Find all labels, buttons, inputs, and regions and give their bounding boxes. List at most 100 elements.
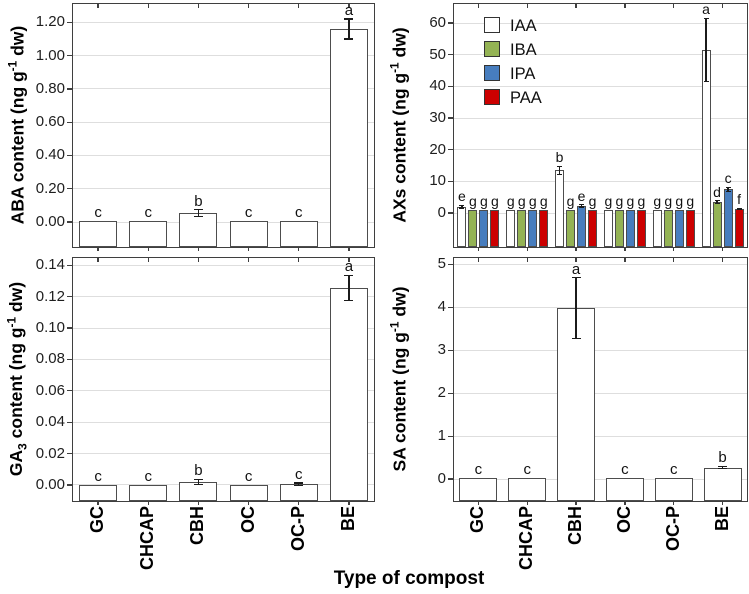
category-tick xyxy=(97,501,99,505)
y-tick-label: 20 xyxy=(429,140,446,158)
error-bar-cap xyxy=(736,207,742,209)
aba-panel: 0.00 0.20 0.40 0.60 0.80 1.00 1.20 c c b c c a xyxy=(36,1,375,251)
y-axis-tick xyxy=(448,349,454,351)
category-tick xyxy=(624,258,626,262)
y-axis-tick xyxy=(448,117,454,119)
significance-letter: g xyxy=(528,192,537,209)
x-tick-label-BE: BE xyxy=(337,506,358,532)
y-tick-label: 0.80 xyxy=(35,79,65,97)
gridline xyxy=(454,117,747,119)
y-tick-label: 0 xyxy=(437,204,446,222)
gridline xyxy=(73,390,374,392)
category-tick xyxy=(97,4,99,8)
y-axis-tick xyxy=(448,212,454,214)
gridline xyxy=(73,88,374,90)
error-bar xyxy=(197,209,199,217)
bar-CHCAP-IBA xyxy=(517,209,527,247)
bar-CBH-IBA xyxy=(566,209,576,247)
category-tick xyxy=(477,258,480,262)
y-tick-label: 3 xyxy=(437,341,446,359)
category-tick xyxy=(624,501,626,505)
y-axis-tick xyxy=(448,392,454,394)
y-axis-tick xyxy=(67,221,73,223)
bar-OC-P xyxy=(654,478,693,501)
category-tick xyxy=(526,501,528,505)
category-tick xyxy=(673,247,675,251)
significance-letter: a xyxy=(571,260,581,278)
error-bar xyxy=(197,479,199,485)
y-axis-title-part: dw) xyxy=(6,281,27,317)
bar-BE xyxy=(329,28,368,247)
significance-letter: g xyxy=(637,192,646,209)
y-axis-tick xyxy=(67,421,73,423)
significance-letter: a xyxy=(702,1,710,18)
x-tick-label-GC: GC xyxy=(87,506,108,533)
y-tick-label: 1 xyxy=(437,427,446,445)
bar-GC-IPA xyxy=(479,209,489,247)
significance-letter: b xyxy=(718,449,727,467)
category-tick xyxy=(348,4,350,8)
y-axis-tick xyxy=(67,358,73,361)
y-tick-label: 0 xyxy=(437,470,446,488)
error-bar xyxy=(738,208,740,210)
error-bar-cap xyxy=(579,204,585,206)
y-tick-label: 60 xyxy=(429,14,446,31)
y-axis-tick xyxy=(448,54,454,56)
category-tick xyxy=(97,247,99,251)
significance-letter: c xyxy=(144,204,153,222)
y-axis-tick xyxy=(67,295,73,298)
error-bar-cap xyxy=(571,338,581,340)
gridline xyxy=(73,484,374,486)
y-tick-label: 0.00 xyxy=(35,213,65,231)
significance-letter: c xyxy=(94,204,102,222)
x-tick-label-OC: OC xyxy=(237,506,258,533)
y-tick-label: 1.20 xyxy=(35,13,65,31)
significance-letter: a xyxy=(344,258,354,276)
y-axis-tick xyxy=(67,390,73,392)
category-tick xyxy=(348,258,350,262)
y-axis-tick xyxy=(67,264,73,266)
gridline xyxy=(454,149,747,151)
error-bar-cap xyxy=(557,173,563,176)
significance-letter: g xyxy=(491,192,499,209)
x-axis-title: Type of compost xyxy=(333,568,485,589)
gridline xyxy=(73,188,374,190)
error-bar-cap xyxy=(714,200,720,202)
error-bar-cap xyxy=(294,484,304,487)
y-axis-title-part: dw) xyxy=(7,25,28,61)
significance-letter: g xyxy=(664,192,673,209)
error-bar xyxy=(705,18,707,82)
y-tick-label: 0.14 xyxy=(35,256,65,274)
bar-OC-P-PAA xyxy=(685,209,695,247)
significance-letter: f xyxy=(737,191,742,208)
error-bar-cap xyxy=(557,165,563,167)
category-tick xyxy=(624,4,626,8)
significance-letter: c xyxy=(94,467,102,485)
significance-letter: b xyxy=(555,149,564,166)
category-tick xyxy=(477,247,480,251)
legend-swatch-IBA xyxy=(484,41,500,57)
category-tick xyxy=(575,501,577,505)
error-bar-cap xyxy=(294,482,304,484)
bar-GC-PAA xyxy=(490,209,500,247)
error-bar xyxy=(727,187,729,192)
significance-letter: c xyxy=(295,204,303,222)
significance-letter: a xyxy=(344,1,354,19)
error-bar-cap xyxy=(718,467,728,470)
bar-BE xyxy=(329,287,368,501)
bar-BE-IBA xyxy=(712,202,722,247)
category-tick xyxy=(197,501,200,505)
gridline xyxy=(73,358,374,360)
y-axis-tick xyxy=(67,484,73,486)
y-tick-label: 0.12 xyxy=(35,287,65,305)
error-bar xyxy=(558,166,561,175)
gridline xyxy=(454,478,747,480)
significance-letter: g xyxy=(506,192,515,209)
y-axis-title-part: -1 xyxy=(387,321,402,332)
gridline xyxy=(454,85,747,87)
significance-letter: g xyxy=(539,192,548,209)
error-bar-cap xyxy=(714,202,720,204)
y-axis-tick xyxy=(67,327,73,329)
error-bar-cap xyxy=(459,207,465,209)
bar-OC-IPA xyxy=(625,209,635,247)
